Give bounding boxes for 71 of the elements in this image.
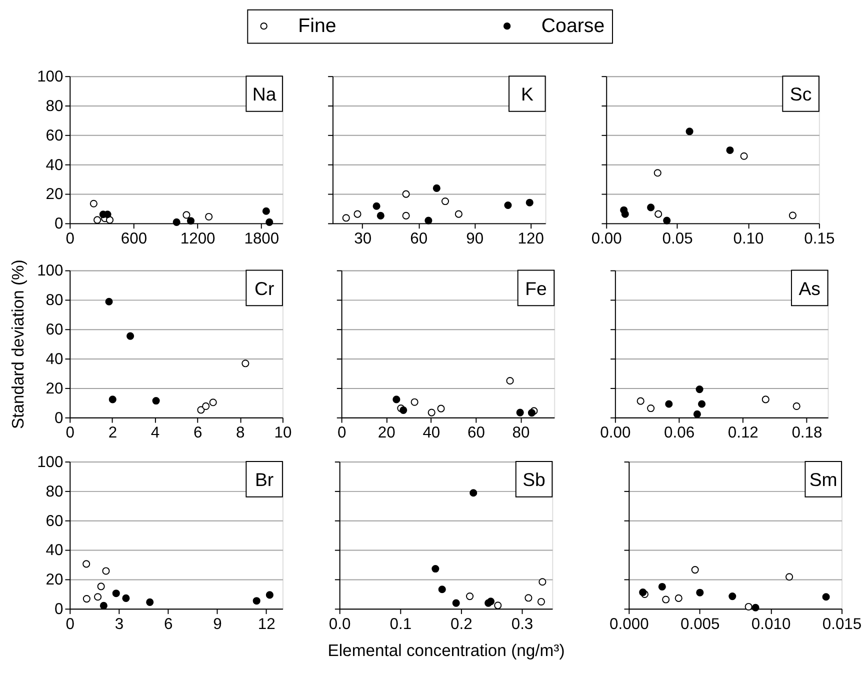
y-tick-label: 60: [46, 127, 64, 144]
x-tick-label: 40: [422, 424, 440, 442]
chart-title: Sc: [790, 84, 812, 105]
chart-title: Sb: [522, 469, 546, 490]
x-tick-label: 4: [150, 424, 160, 442]
x-tick-label: 0.05: [662, 230, 694, 248]
x-tick-label: 0.005: [680, 616, 720, 633]
x-tick-label: 0: [66, 230, 75, 248]
x-tick-label: 120: [518, 230, 544, 248]
y-tick-label: 60: [46, 322, 64, 339]
x-tick-label: 0.00: [600, 424, 631, 442]
x-tick-label: 0.010: [751, 616, 791, 633]
x-tick-label: 8: [236, 424, 246, 442]
x-tick-label: 0.0: [328, 616, 352, 633]
y-tick-label: 0: [54, 601, 64, 618]
x-tick-label: 0.00: [591, 230, 622, 248]
y-tick-label: 40: [46, 542, 64, 560]
x-tick-label: 1800: [244, 230, 280, 248]
y-tick-label: 20: [46, 572, 64, 589]
legend-label: Coarse: [541, 14, 605, 37]
y-tick-label: 40: [46, 350, 64, 368]
y-tick-label: 100: [37, 454, 64, 471]
x-tick-label: 0.2: [450, 616, 472, 633]
x-tick-label: 30: [354, 230, 372, 248]
x-tick-label: 0.06: [664, 424, 695, 442]
legend-label: Fine: [298, 14, 336, 37]
chart-title: Fe: [525, 278, 547, 299]
x-tick-label: 60: [467, 424, 486, 442]
x-tick-label: 60: [410, 230, 428, 248]
y-tick-label: 20: [46, 380, 64, 398]
y-axis-title: Standard deviation (%): [8, 260, 28, 430]
y-tick-label: 40: [46, 156, 64, 174]
y-tick-label: 20: [46, 186, 64, 204]
x-tick-label: 6: [193, 424, 202, 442]
x-tick-label: 0: [66, 424, 75, 442]
x-tick-label: 80: [512, 424, 530, 442]
x-tick-label: 0.12: [728, 424, 758, 442]
x-tick-label: 6: [164, 616, 173, 633]
x-tick-label: 600: [120, 230, 148, 248]
chart-title: Sm: [809, 469, 838, 490]
x-tick-label: 0.18: [792, 424, 823, 442]
x-tick-label: 3: [114, 616, 124, 633]
y-tick-label: 80: [46, 98, 64, 115]
y-tick-label: 80: [46, 292, 64, 310]
chart-title: As: [798, 278, 820, 299]
x-tick-label: 90: [466, 230, 484, 248]
x-tick-label: 0: [66, 616, 75, 633]
chart-title: K: [520, 84, 534, 105]
x-tick-label: 0.1: [390, 616, 412, 633]
x-tick-label: 2: [108, 424, 118, 442]
y-tick-label: 80: [46, 483, 64, 500]
x-tick-label: 0: [337, 424, 346, 442]
x-tick-label: 9: [213, 616, 222, 633]
chart-title: Br: [255, 469, 274, 490]
y-tick-label: 0: [54, 216, 64, 233]
x-tick-label: 0.015: [822, 616, 862, 633]
x-tick-label: 0.15: [804, 230, 835, 248]
chart-title: Na: [252, 84, 277, 105]
x-tick-label: 1200: [180, 230, 216, 248]
x-tick-label: 10: [274, 424, 292, 442]
y-tick-label: 60: [46, 512, 64, 530]
x-tick-label: 0.10: [733, 230, 764, 248]
y-tick-label: 0: [54, 410, 64, 427]
x-tick-label: 0.3: [511, 616, 534, 633]
x-tick-label: 0.000: [610, 616, 650, 633]
x-tick-label: 20: [378, 424, 396, 442]
x-tick-label: 12: [258, 616, 276, 633]
x-axis-title: Elemental concentration (ng/m³): [328, 641, 565, 660]
chart-title: Cr: [254, 278, 274, 299]
y-tick-label: 100: [37, 262, 64, 280]
y-tick-label: 100: [37, 68, 64, 86]
